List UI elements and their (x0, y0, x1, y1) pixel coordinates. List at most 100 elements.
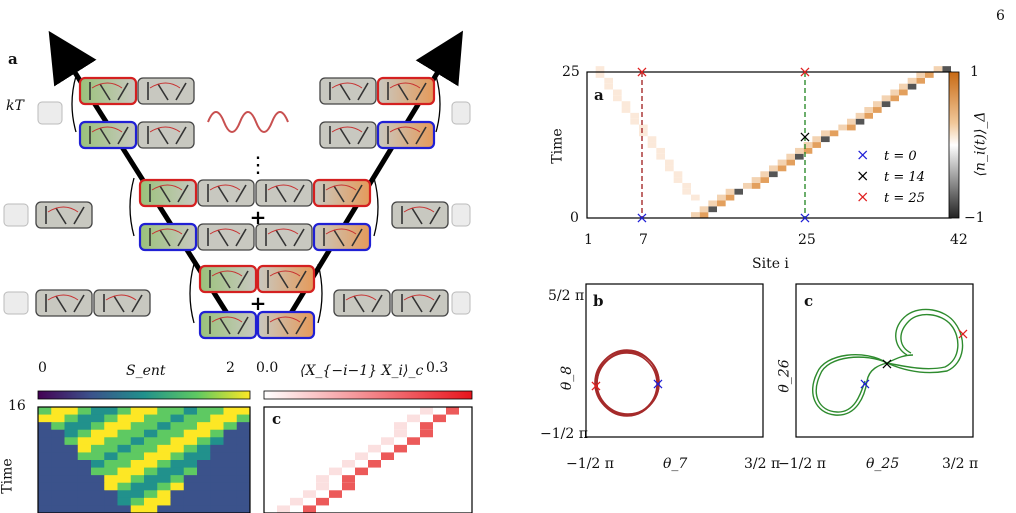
heat-cell (236, 490, 251, 499)
heat-cell (170, 460, 185, 469)
legend-marker-t0: × (856, 145, 869, 164)
heat-cell (117, 497, 132, 506)
heat-cell (91, 497, 105, 506)
faded-gate (451, 203, 471, 227)
density-cell (890, 89, 899, 96)
heat-cell (236, 505, 251, 513)
gate-cell (78, 120, 138, 150)
corr-cell (407, 437, 420, 445)
heat-cell (157, 444, 171, 453)
heat-cell (91, 422, 105, 431)
density-cell (665, 159, 674, 166)
circuit-diagram: ⋮ + + (3, 30, 471, 340)
heat-cell (38, 422, 52, 431)
density-cell (829, 130, 839, 137)
gate-cell (376, 76, 436, 106)
heat-cell (64, 482, 79, 491)
corr-cell (446, 407, 459, 415)
density-cell (725, 194, 735, 201)
corr-cell (394, 422, 407, 430)
b-x-tick-right: 3/2 π (744, 456, 781, 472)
heat-cell (157, 437, 171, 446)
density-cell (613, 95, 622, 102)
heat-cell (104, 414, 118, 423)
corr-cell (433, 414, 446, 423)
heat-cell (223, 444, 238, 453)
heat-cell (210, 444, 224, 453)
faded-gate (451, 291, 471, 315)
page-number: 6 (996, 8, 1005, 24)
heat-cell (197, 437, 211, 446)
x-tick-7: 7 (639, 232, 648, 248)
heat-cell (210, 452, 224, 461)
dots-vertical: ⋮ (247, 153, 269, 178)
heat-cell (157, 490, 171, 499)
corr-cell (316, 482, 329, 491)
heat-cell (91, 437, 105, 446)
heat-cell (38, 490, 52, 499)
gate-cell (256, 264, 316, 294)
heat-cell (170, 444, 185, 453)
heat-cell (51, 497, 65, 506)
density-cell (656, 147, 665, 154)
heat-cell (183, 505, 198, 513)
heat-cell (170, 407, 185, 416)
heat-cell (104, 422, 118, 431)
heat-cell (157, 505, 171, 513)
heat-cell (197, 452, 211, 461)
cbar-c-tick-03: 0.3 (426, 360, 449, 376)
heat-cell (130, 437, 145, 446)
colorbar-b (37, 390, 251, 400)
y-label-time-b: Time (0, 458, 16, 494)
heat-cell (144, 490, 158, 499)
marker-site25-t14: × (798, 127, 811, 146)
gate-cell (197, 179, 255, 207)
heat-cell (210, 414, 224, 423)
x-label-site: Site i (752, 256, 789, 272)
corr-cell (342, 482, 355, 491)
heat-cell (130, 429, 145, 438)
gate-cell (333, 289, 391, 317)
paren (71, 75, 77, 133)
b-y-tick-bottom: −1/2 π (540, 426, 588, 442)
corr-cell (381, 452, 394, 460)
heat-c-frame (263, 406, 473, 513)
gate-cell (255, 223, 313, 251)
density-cell (881, 95, 891, 102)
heat-cell (236, 422, 251, 431)
heat-cell (144, 505, 158, 513)
heat-cell (64, 505, 79, 513)
density-cell (786, 159, 795, 166)
density-cell (708, 200, 717, 207)
heat-cell (170, 467, 185, 476)
legend: × t = 0 × t = 14 × t = 25 (856, 145, 925, 206)
heat-cell (183, 414, 198, 423)
faded-gate (3, 203, 29, 227)
heat-cell (144, 452, 158, 461)
density-cell (751, 177, 761, 183)
heat-cell (51, 490, 65, 499)
density-cell (864, 107, 873, 113)
heat-cell (51, 437, 65, 446)
b-x-label: θ_7 (663, 456, 688, 472)
phase-plot-b: × × (585, 283, 764, 438)
heat-cell (223, 437, 238, 446)
heat-cell (91, 444, 105, 453)
heat-cell (77, 437, 92, 446)
heat-cell (183, 452, 198, 461)
heat-cell (117, 414, 132, 423)
corr-cell (355, 452, 368, 460)
heat-cell (64, 444, 79, 453)
heat-cell (38, 407, 52, 416)
gate-cell (319, 121, 377, 149)
density-cell (717, 200, 726, 207)
heat-cell (77, 407, 92, 416)
gate-cell (137, 121, 195, 149)
heat-cell (77, 467, 92, 476)
density-cell (812, 136, 821, 143)
corr-cell (316, 475, 329, 483)
trajectory-c (812, 308, 964, 416)
cbar-a-tick-1: 1 (970, 64, 979, 80)
paren (189, 263, 195, 324)
heat-cell (236, 482, 251, 491)
